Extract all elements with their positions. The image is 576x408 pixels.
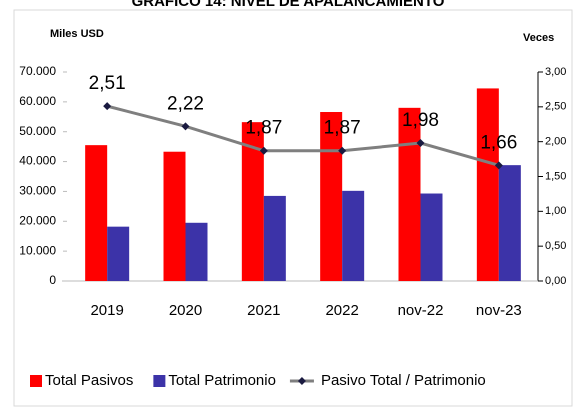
bar bbox=[398, 107, 421, 281]
bar bbox=[185, 222, 208, 281]
y-tick-label: 0 bbox=[49, 273, 56, 287]
legend-swatch bbox=[153, 375, 166, 387]
chart-title: GRÁFICO 14: NIVEL DE APALANCAMIENTO bbox=[132, 0, 445, 10]
y-tick-label: 70.000 bbox=[19, 64, 56, 78]
line-marker bbox=[103, 102, 112, 111]
x-tick-label: nov-23 bbox=[476, 302, 522, 319]
x-tick-label: 2021 bbox=[247, 302, 280, 319]
bar bbox=[241, 122, 264, 281]
legend-marker bbox=[297, 377, 306, 385]
legend-label: Total Pasivos bbox=[45, 372, 133, 389]
legend-swatch bbox=[30, 375, 42, 387]
x-tick-label: 2022 bbox=[325, 302, 358, 319]
bar bbox=[420, 193, 443, 281]
y2-tick-label: 1,00 bbox=[545, 205, 566, 217]
line-marker bbox=[338, 146, 347, 155]
y2-tick-label: 3,00 bbox=[545, 66, 566, 78]
bar bbox=[107, 226, 130, 281]
y2-tick-label: 2,50 bbox=[545, 101, 566, 113]
data-label: 1,87 bbox=[324, 118, 361, 139]
data-label: 1,87 bbox=[245, 118, 282, 139]
legend-label: Total Patrimonio bbox=[168, 372, 276, 389]
line-marker bbox=[181, 122, 190, 131]
y-tick-label: 50.000 bbox=[19, 124, 56, 138]
x-tick-label: nov-22 bbox=[398, 302, 444, 319]
y-tick-label: 10.000 bbox=[19, 243, 56, 257]
data-label: 2,51 bbox=[89, 73, 126, 94]
line-marker bbox=[259, 146, 268, 155]
x-tick-label: 2019 bbox=[90, 302, 123, 319]
bar bbox=[85, 145, 108, 281]
line-marker bbox=[416, 139, 425, 148]
y2-tick-label: 0,50 bbox=[545, 240, 566, 252]
y2-tick-label: 0,00 bbox=[545, 275, 566, 287]
bar bbox=[476, 88, 499, 282]
chart-frame bbox=[13, 9, 573, 407]
y-tick-label: 30.000 bbox=[19, 184, 56, 198]
y2-axis-label: Veces bbox=[523, 32, 554, 44]
y-tick-label: 20.000 bbox=[19, 213, 56, 227]
legend-label: Pasivo Total / Patrimonio bbox=[321, 372, 486, 389]
y2-tick-label: 1,50 bbox=[545, 170, 566, 182]
bar bbox=[163, 151, 186, 281]
bar bbox=[320, 112, 343, 281]
line bbox=[106, 104, 500, 167]
y-axis-label: Miles USD bbox=[50, 28, 104, 40]
data-label: 1,98 bbox=[402, 110, 439, 131]
bar bbox=[263, 195, 286, 281]
bar bbox=[342, 190, 365, 281]
bar bbox=[498, 165, 521, 281]
y2-tick-label: 2,00 bbox=[545, 136, 566, 148]
y-tick-label: 40.000 bbox=[19, 154, 56, 168]
data-label: 1,66 bbox=[480, 132, 517, 153]
y-tick-label: 60.000 bbox=[19, 94, 56, 108]
data-label: 2,22 bbox=[167, 93, 204, 114]
line-marker bbox=[494, 161, 503, 170]
x-tick-label: 2020 bbox=[169, 302, 202, 319]
